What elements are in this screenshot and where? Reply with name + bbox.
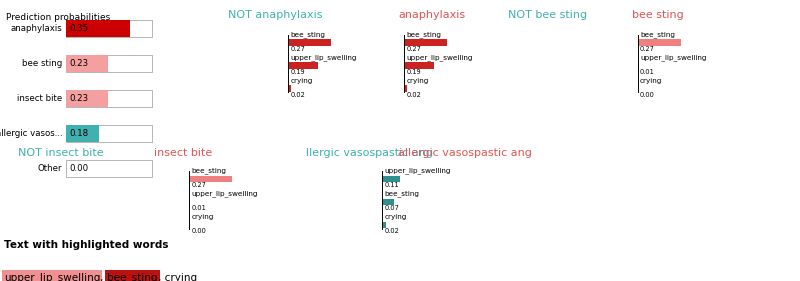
Text: insect bite: insect bite <box>17 94 62 103</box>
Text: allergic vasos...: allergic vasos... <box>0 129 62 138</box>
Text: llergic vasospastic ang: llergic vasospastic ang <box>306 148 434 158</box>
Bar <box>66 20 152 37</box>
Text: allergic vasospastic ang: allergic vasospastic ang <box>398 148 531 158</box>
Bar <box>382 199 394 205</box>
Text: 0.19: 0.19 <box>290 69 305 75</box>
Bar <box>404 85 407 92</box>
Text: 0.35: 0.35 <box>70 24 89 33</box>
Bar <box>66 90 108 107</box>
Text: 0.11: 0.11 <box>385 182 399 188</box>
Text: 0.18: 0.18 <box>70 129 89 138</box>
Text: 0.00: 0.00 <box>640 92 655 98</box>
Text: NOT anaphylaxis: NOT anaphylaxis <box>228 10 322 20</box>
Text: 0.27: 0.27 <box>191 182 206 188</box>
Bar <box>66 90 152 107</box>
Bar <box>288 39 331 46</box>
Text: insect bite: insect bite <box>154 148 212 158</box>
Bar <box>66 55 108 72</box>
Text: bee sting: bee sting <box>22 59 62 68</box>
Text: 0.00: 0.00 <box>191 228 206 234</box>
Bar <box>382 176 400 182</box>
Text: Text with highlighted words: Text with highlighted words <box>4 240 169 250</box>
Bar <box>66 125 152 142</box>
Text: bee_sting: bee_sting <box>406 31 442 38</box>
Bar <box>638 39 681 46</box>
Bar <box>638 62 639 69</box>
Text: bee_sting: bee_sting <box>107 273 158 281</box>
Text: 0.23: 0.23 <box>70 94 89 103</box>
Text: anaphylaxis: anaphylaxis <box>10 24 62 33</box>
Text: crying: crying <box>640 78 662 84</box>
Text: 0.00: 0.00 <box>70 164 89 173</box>
Bar <box>66 125 98 142</box>
Text: upper_lip_swelling: upper_lip_swelling <box>640 54 706 61</box>
Text: upper_lip_swelling: upper_lip_swelling <box>191 191 258 197</box>
Text: 0.01: 0.01 <box>640 69 654 75</box>
Text: bee_sting: bee_sting <box>191 167 226 174</box>
Text: 0.02: 0.02 <box>385 228 400 234</box>
Text: upper_lip_swelling: upper_lip_swelling <box>385 167 451 174</box>
Bar <box>189 199 190 205</box>
Text: 0.01: 0.01 <box>191 205 206 211</box>
Text: bee_sting: bee_sting <box>290 31 326 38</box>
Text: upper_lip_swelling: upper_lip_swelling <box>406 54 473 61</box>
Text: , crying: , crying <box>158 273 197 281</box>
Bar <box>66 160 152 177</box>
Text: bee sting: bee sting <box>632 10 684 20</box>
Text: anaphylaxis: anaphylaxis <box>398 10 466 20</box>
Bar <box>288 62 318 69</box>
Text: upper_lip_swelling: upper_lip_swelling <box>4 273 100 281</box>
Bar <box>66 20 130 37</box>
Bar <box>189 176 232 182</box>
Text: upper_lip_swelling: upper_lip_swelling <box>290 54 357 61</box>
Text: bee_sting: bee_sting <box>385 191 420 197</box>
Text: crying: crying <box>406 78 429 84</box>
Text: 0.07: 0.07 <box>385 205 400 211</box>
Bar <box>66 55 152 72</box>
Text: 0.23: 0.23 <box>70 59 89 68</box>
Bar <box>288 85 291 92</box>
Text: 0.02: 0.02 <box>406 92 422 98</box>
Text: Other: Other <box>38 164 62 173</box>
Text: 0.19: 0.19 <box>406 69 421 75</box>
Text: 0.02: 0.02 <box>290 92 306 98</box>
Bar <box>382 222 386 228</box>
Text: crying: crying <box>191 214 214 220</box>
Text: bee_sting: bee_sting <box>640 31 675 38</box>
Bar <box>404 39 447 46</box>
Text: ,: , <box>100 273 107 281</box>
Text: crying: crying <box>385 214 407 220</box>
Text: NOT insect bite: NOT insect bite <box>18 148 103 158</box>
Bar <box>404 62 434 69</box>
Text: Prediction probabilities: Prediction probabilities <box>6 13 110 22</box>
Text: 0.27: 0.27 <box>406 46 422 52</box>
Text: crying: crying <box>290 78 313 84</box>
Text: NOT bee sting: NOT bee sting <box>508 10 587 20</box>
Text: 0.27: 0.27 <box>290 46 306 52</box>
Text: 0.27: 0.27 <box>640 46 655 52</box>
